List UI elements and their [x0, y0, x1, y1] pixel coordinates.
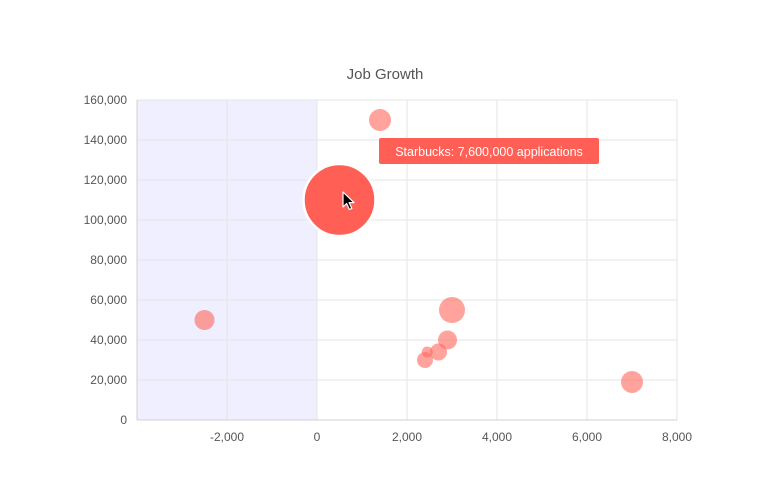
- bubble-point[interactable]: [417, 352, 433, 368]
- bubble-point[interactable]: [430, 343, 447, 361]
- mouse-cursor-icon: [342, 191, 355, 211]
- y-tick-label: 40,000: [90, 333, 127, 347]
- tooltip-text: Starbucks: 7,600,000 applications: [395, 145, 583, 159]
- x-tick-label: 8,000: [662, 430, 692, 444]
- y-tick-label: 120,000: [84, 173, 128, 187]
- tooltip-box: [379, 138, 599, 164]
- y-tick-label: 140,000: [84, 133, 128, 147]
- bubble-point[interactable]: [439, 297, 465, 323]
- y-tick-label: 60,000: [90, 293, 127, 307]
- y-tick-label: 20,000: [90, 373, 127, 387]
- bubble-point[interactable]: [194, 310, 215, 330]
- tooltip: Starbucks: 7,600,000 applications: [379, 138, 599, 164]
- axes: [136, 100, 677, 421]
- bubbles[interactable]: [194, 109, 644, 393]
- x-tick-label: 0: [314, 430, 321, 444]
- y-tick-label: 80,000: [90, 253, 127, 267]
- bubble-point-active[interactable]: [302, 162, 377, 238]
- y-tick-label: 160,000: [84, 93, 128, 107]
- x-tick-label: 2,000: [392, 430, 422, 444]
- x-tick-label: -2,000: [210, 430, 244, 444]
- chart-title: Job Growth: [347, 66, 424, 83]
- bubble-point[interactable]: [369, 109, 391, 131]
- bubble-point[interactable]: [621, 371, 643, 393]
- y-axis-ticks: 0 20,000 40,000 60,000 80,000 100,000 120,000 1…: [84, 93, 128, 427]
- x-tick-label: 6,000: [572, 430, 602, 444]
- y-tick-label: 0: [120, 413, 127, 427]
- x-tick-label: 4,000: [482, 430, 512, 444]
- y-tick-label: 100,000: [84, 213, 128, 227]
- x-axis-ticks: -2,000 0 2,000 4,000 6,000 8,000: [210, 430, 692, 444]
